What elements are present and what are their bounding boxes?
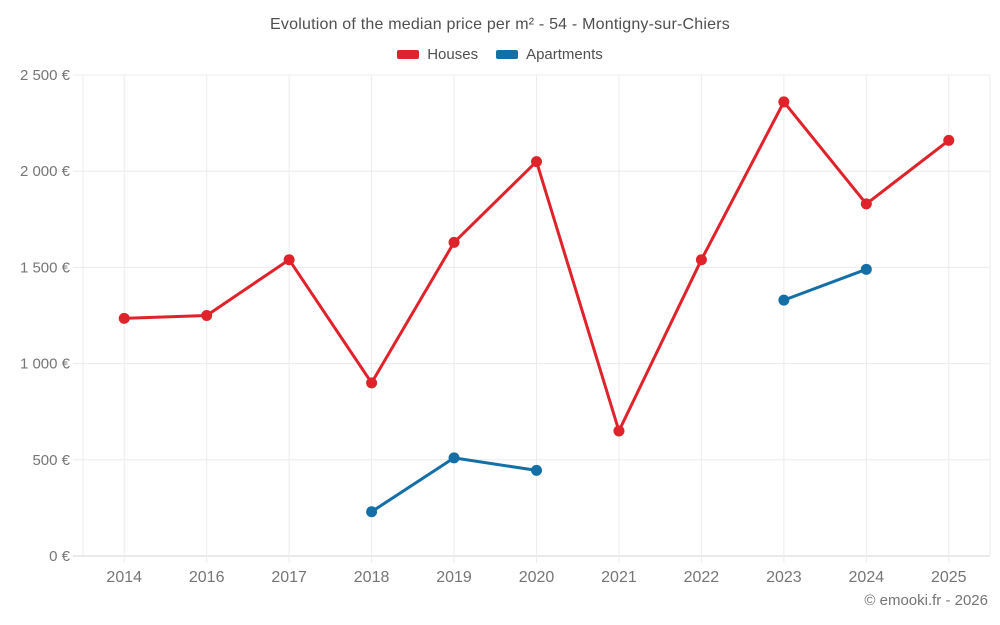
chart-title: Evolution of the median price per m² - 5…: [270, 16, 730, 33]
data-point-houses-2023[interactable]: [778, 96, 790, 108]
houses-legend-swatch: [397, 50, 420, 59]
y-tick-label: 1 500 €: [20, 259, 71, 276]
y-tick-label: 0 €: [49, 548, 71, 565]
data-point-houses-2019[interactable]: [448, 236, 460, 248]
series-line-apartments: [783, 267, 867, 302]
x-tick-label: 2024: [849, 569, 885, 586]
x-tick-label: 2025: [931, 569, 967, 586]
x-tick-label: 2023: [766, 569, 802, 586]
copyright: © emooki.fr - 2026: [864, 592, 988, 609]
data-point-apartments-2019[interactable]: [448, 452, 460, 464]
legend: Houses Apartments: [0, 46, 1000, 63]
data-point-houses-2022[interactable]: [695, 254, 707, 266]
y-tick-label: 2 000 €: [20, 163, 71, 180]
data-point-apartments-2024[interactable]: [860, 263, 872, 275]
x-tick-label: 2017: [271, 569, 307, 586]
x-tick-label: 2021: [601, 569, 637, 586]
x-tick-label: 2020: [519, 569, 555, 586]
data-point-houses-2024[interactable]: [860, 198, 872, 210]
y-tick-label: 500 €: [32, 452, 70, 469]
data-point-houses-2020[interactable]: [531, 156, 542, 168]
data-point-houses-2016[interactable]: [201, 310, 213, 321]
x-tick-label: 2019: [436, 569, 472, 586]
data-point-apartments-2020[interactable]: [531, 464, 542, 476]
data-point-houses-2014[interactable]: [118, 312, 130, 324]
houses-legend-label: Houses: [427, 46, 479, 63]
data-point-apartments-2023[interactable]: [778, 294, 790, 306]
y-tick-label: 1 000 €: [20, 356, 71, 373]
x-tick-label: 2014: [106, 569, 142, 586]
data-point-houses-2021[interactable]: [613, 425, 625, 437]
legend-item-houses[interactable]: Houses: [397, 46, 478, 63]
data-point-houses-2018[interactable]: [366, 377, 378, 389]
data-point-houses-2017[interactable]: [283, 254, 295, 266]
apartments-legend-swatch: [496, 50, 519, 59]
data-point-houses-2025[interactable]: [943, 134, 955, 146]
data-point-apartments-2018[interactable]: [366, 506, 378, 518]
y-tick-label: 2 500 €: [20, 67, 71, 84]
x-tick-label: 2016: [189, 569, 225, 586]
apartments-legend-label: Apartments: [526, 46, 603, 63]
legend-item-apartments[interactable]: Apartments: [496, 46, 603, 63]
x-tick-label: 2018: [354, 569, 390, 586]
x-tick-label: 2022: [684, 569, 720, 586]
